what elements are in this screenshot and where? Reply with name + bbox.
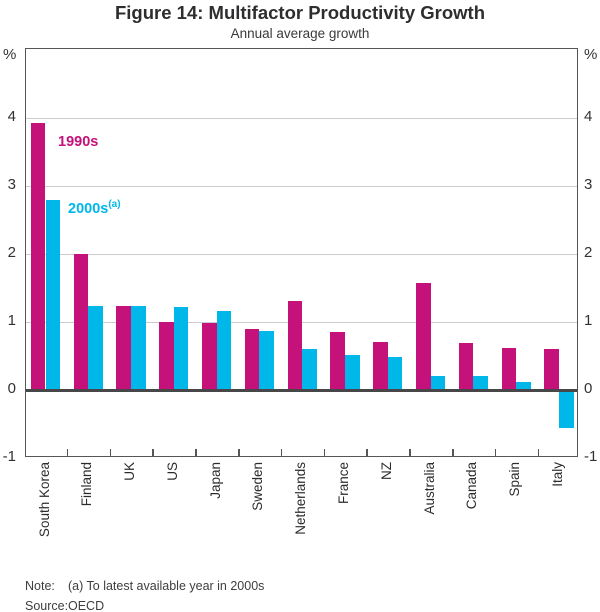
gridline-2 [26,254,577,255]
x-axis-tick-9 [409,449,411,456]
bar-2000s-spain [516,381,531,390]
x-label-south-korea: South Korea [36,462,52,538]
bar-1990s-uk [116,306,132,390]
x-label-italy: Italy [549,462,565,487]
x-axis-tick-12 [537,449,540,456]
x-label-uk: UK [122,462,138,481]
y-axis-unit-right: % [584,46,598,63]
x-label-sweden: Sweden [250,462,266,511]
gridline-3 [26,186,577,187]
y-axis-label-left-3: 3 [7,176,16,193]
x-axis-tick-11 [494,449,497,456]
note-text: (a) To latest available year in 2000s [68,579,265,593]
x-label-france: France [336,462,352,505]
bar-2000s-south-korea [45,199,61,390]
legend-label-2000s: 2000s(a) [68,199,121,217]
x-label-us: US [164,462,180,481]
bar-2000s-japan [216,311,232,390]
y-axis-label-right-4: 4 [584,108,593,125]
bar-1990s-canada [458,343,474,390]
y-axis-label-left--1: -1 [2,448,16,465]
y-axis-label-right-1: 1 [584,312,593,329]
x-label-canada: Canada [464,462,480,510]
bar-2000s-italy [558,390,574,429]
x-axis-tick-2 [109,449,112,456]
figure-subtitle: Annual average growth [230,26,370,41]
x-axis-tick-10 [452,449,454,456]
x-label-spain: Spain [507,462,523,497]
source-label: Source: [25,599,69,612]
bar-2000s-finland [88,305,103,390]
x-label-australia: Australia [421,462,437,515]
bar-1990s-south-korea [30,123,46,390]
y-axis-label-right-0: 0 [584,380,593,397]
x-label-nz: NZ [378,462,394,480]
x-axis-tick-1 [66,449,69,456]
x-axis-tick-4 [195,449,197,456]
bar-2000s-sweden [259,330,275,390]
note-row: Note: (a) To latest available year in 200… [25,579,264,593]
bar-2000s-canada [473,376,488,390]
bar-1990s-spain [501,347,517,390]
x-axis-tick-5 [238,449,240,456]
bar-2000s-netherlands [302,349,317,390]
bar-1990s-us [159,322,174,390]
bar-1990s-france [330,332,346,390]
source-text: OECD [68,599,105,612]
figure-title: Figure 14: Multifactor Productivity Grow… [114,2,486,23]
bar-2000s-nz [387,356,403,390]
y-axis-label-left-4: 4 [7,108,16,125]
note-label: Note: [25,579,55,593]
legend-label-1990s: 1990s [58,134,99,150]
bar-2000s-france [345,355,360,390]
x-label-japan: Japan [207,462,223,499]
bar-1990s-italy [544,349,559,390]
gridline-4 [26,118,577,119]
legend-2000s-text: 2000s [68,201,109,217]
bar-1990s-japan [202,323,217,390]
y-axis-label-left-2: 2 [7,244,16,261]
x-label-finland: Finland [79,462,95,507]
y-axis-label-right-2: 2 [584,244,593,261]
bar-2000s-uk [131,306,146,390]
bar-1990s-sweden [244,328,260,390]
y-axis-label-left-1: 1 [7,312,16,329]
bar-1990s-australia [416,283,431,390]
plot-area: 1990s 2000s(a) [25,48,578,457]
y-axis-label-left-0: 0 [7,380,16,397]
zero-line [26,389,577,392]
y-axis-label-right--1: -1 [584,448,598,465]
bar-2000s-us [173,307,189,390]
x-axis-tick-8 [366,449,368,456]
y-axis-unit-left: % [3,46,17,63]
source-row: Source:OECD [25,599,104,612]
bar-2000s-australia [430,376,446,390]
bar-1990s-netherlands [287,300,303,390]
bar-1990s-finland [73,254,89,390]
x-axis-tick-3 [152,449,154,456]
x-axis-tick-6 [280,449,283,456]
y-axis-label-right-3: 3 [584,176,593,193]
bar-1990s-nz [373,342,388,390]
legend-2000s-superscript: (a) [108,199,121,211]
x-label-netherlands: Netherlands [293,462,309,535]
x-axis-tick-7 [323,449,326,456]
